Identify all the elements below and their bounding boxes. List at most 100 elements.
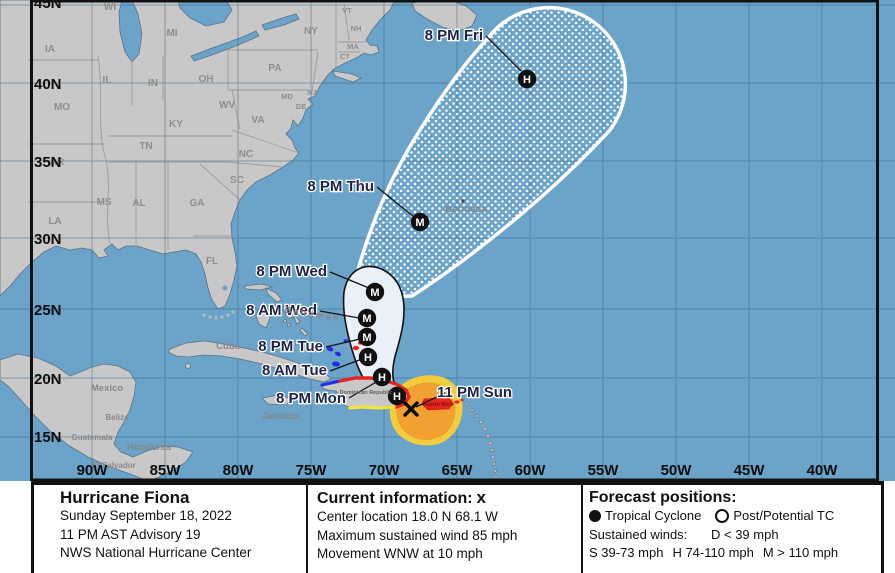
svg-text:OH: OH — [199, 74, 214, 85]
sustained-winds-label: Sustained winds: — [589, 526, 688, 542]
lake-michigan — [118, 0, 143, 63]
current-info-section: Current information: x Center location 18… — [306, 485, 581, 573]
tropical-cyclone-label: Tropical Cyclone — [605, 508, 702, 523]
time-label-wed-am: 8 AM Wed — [246, 302, 317, 319]
svg-text:El Salvador: El Salvador — [92, 461, 136, 470]
svg-text:Puerto Rico: Puerto Rico — [423, 402, 455, 408]
state-borders — [28, 2, 366, 250]
lake-erie — [190, 30, 260, 62]
long-island — [332, 70, 362, 83]
marker-letter: M — [362, 332, 371, 344]
svg-text:AL: AL — [132, 198, 145, 209]
info-panel: Hurricane Fiona Sunday September 18, 202… — [31, 481, 884, 573]
svg-text:KY: KY — [169, 119, 183, 130]
svg-text:Dominican Republic: Dominican Republic — [340, 390, 393, 396]
jamaica-island — [261, 394, 293, 406]
marker-letter: H — [393, 391, 401, 403]
forecast-legend-section: Forecast positions: Tropical Cyclone Pos… — [581, 485, 879, 573]
longitude-labels: 90W 85W 80W 75W 70W 65W 60W 55W 50W 45W … — [77, 462, 839, 479]
time-label-thu: 8 PM Thu — [307, 178, 374, 195]
wind-s-range: S 39-73 mph — [589, 545, 664, 560]
marker-letter: H — [523, 74, 531, 86]
forecast-positions-heading: Forecast positions: — [589, 489, 737, 506]
bahamas-islands — [243, 283, 309, 337]
nova-scotia — [411, 0, 478, 32]
svg-text:Honduras: Honduras — [127, 442, 171, 453]
svg-text:MD: MD — [281, 92, 293, 101]
center-location: Center location 18.0 N 68.1 W — [317, 509, 498, 524]
svg-text:VA: VA — [251, 115, 264, 126]
svg-text:SC: SC — [230, 175, 244, 186]
marker-letter: H — [364, 352, 372, 364]
storm-date: Sunday September 18, 2022 — [60, 508, 232, 523]
svg-text:MS: MS — [97, 197, 112, 208]
svg-text:WV: WV — [219, 100, 235, 111]
wind-m-range: M > 110 mph — [762, 545, 839, 560]
marker-letter: H — [378, 372, 386, 384]
svg-text:70W: 70W — [369, 462, 401, 479]
ts-warning-blue-hispaniola — [320, 379, 342, 387]
wind-ranges-row: S 39-73 mph H 74-110 mph M > 110 mph — [589, 544, 877, 563]
svg-text:NH: NH — [351, 24, 362, 33]
marker-letter: M — [415, 217, 424, 229]
current-info-heading: Current information: x — [317, 488, 577, 508]
svg-text:75W: 75W — [296, 462, 328, 479]
ts-watch-yellow-hispaniola — [348, 405, 396, 410]
time-label-tue-am: 8 AM Tue — [262, 362, 327, 379]
svg-text:MA: MA — [347, 42, 359, 51]
lake-okeechobee — [222, 285, 228, 291]
wind-d-range: D < 39 mph — [711, 526, 779, 542]
svg-text:85W: 85W — [150, 462, 182, 479]
isla-juventud — [185, 363, 191, 369]
svg-text:WI: WI — [104, 2, 116, 13]
marker-letter: M — [370, 287, 379, 299]
post-potential-label: Post/Potential TC — [733, 508, 835, 523]
svg-text:Jamaica: Jamaica — [262, 411, 300, 422]
storm-agency: NWS National Hurricane Center — [60, 545, 252, 560]
time-label-mon: 8 PM Mon — [276, 390, 346, 407]
tropical-cyclone-dot-icon — [589, 510, 601, 523]
svg-text:IL: IL — [103, 75, 112, 86]
wind-extent-inner — [396, 382, 456, 440]
svg-text:40N: 40N — [34, 76, 62, 93]
forecast-cone-map: H H H M M M M H 11 PM Sun 8 PM Mon 8 AM … — [0, 0, 895, 482]
svg-text:90W: 90W — [77, 462, 109, 479]
post-potential-circle-icon — [715, 509, 730, 524]
storm-info-section: Hurricane Fiona Sunday September 18, 202… — [34, 485, 306, 573]
central-america-landmass — [0, 353, 194, 482]
svg-text:65W: 65W — [442, 462, 474, 479]
virgin-islands — [454, 398, 464, 404]
svg-text:NC: NC — [239, 149, 253, 160]
state-labels: WI MI IA IL IN OH PA NY VT NH MA CT NJ M… — [45, 2, 361, 267]
legend-symbols-row: Tropical Cyclone Post/Potential TC — [589, 507, 877, 526]
svg-text:TN: TN — [139, 141, 152, 152]
label-leader-lines — [319, 35, 522, 408]
svg-text:25N: 25N — [34, 302, 62, 319]
svg-text:MO: MO — [54, 102, 70, 113]
lake-ontario — [261, 13, 300, 31]
svg-text:GA: GA — [190, 198, 205, 209]
lesser-antilles — [465, 402, 498, 479]
svg-text:NY: NY — [304, 26, 318, 37]
map-frame — [30, 0, 879, 482]
forecast-markers: H H H M M M M H — [357, 69, 537, 417]
svg-text:MI: MI — [166, 28, 177, 39]
wind-h-range: H 74-110 mph — [672, 545, 754, 560]
svg-text:50W: 50W — [661, 462, 693, 479]
svg-text:NJ: NJ — [307, 88, 317, 97]
north-america-landmass — [0, 0, 396, 310]
current-info-heading-text: Current information: — [317, 490, 473, 507]
svg-text:IA: IA — [45, 44, 55, 55]
time-label-sun: 11 PM Sun — [437, 384, 512, 401]
cuba-island — [167, 340, 332, 383]
svg-text:Guatemala: Guatemala — [72, 433, 113, 442]
svg-text:55W: 55W — [588, 462, 620, 479]
time-label-fri: 8 PM Fri — [425, 27, 483, 44]
svg-text:IN: IN — [148, 78, 158, 89]
storm-title: Hurricane Fiona — [60, 488, 190, 507]
svg-text:35N: 35N — [34, 154, 62, 171]
svg-text:PA: PA — [268, 63, 281, 74]
svg-text:DE: DE — [296, 102, 306, 111]
florida-keys — [202, 310, 235, 320]
